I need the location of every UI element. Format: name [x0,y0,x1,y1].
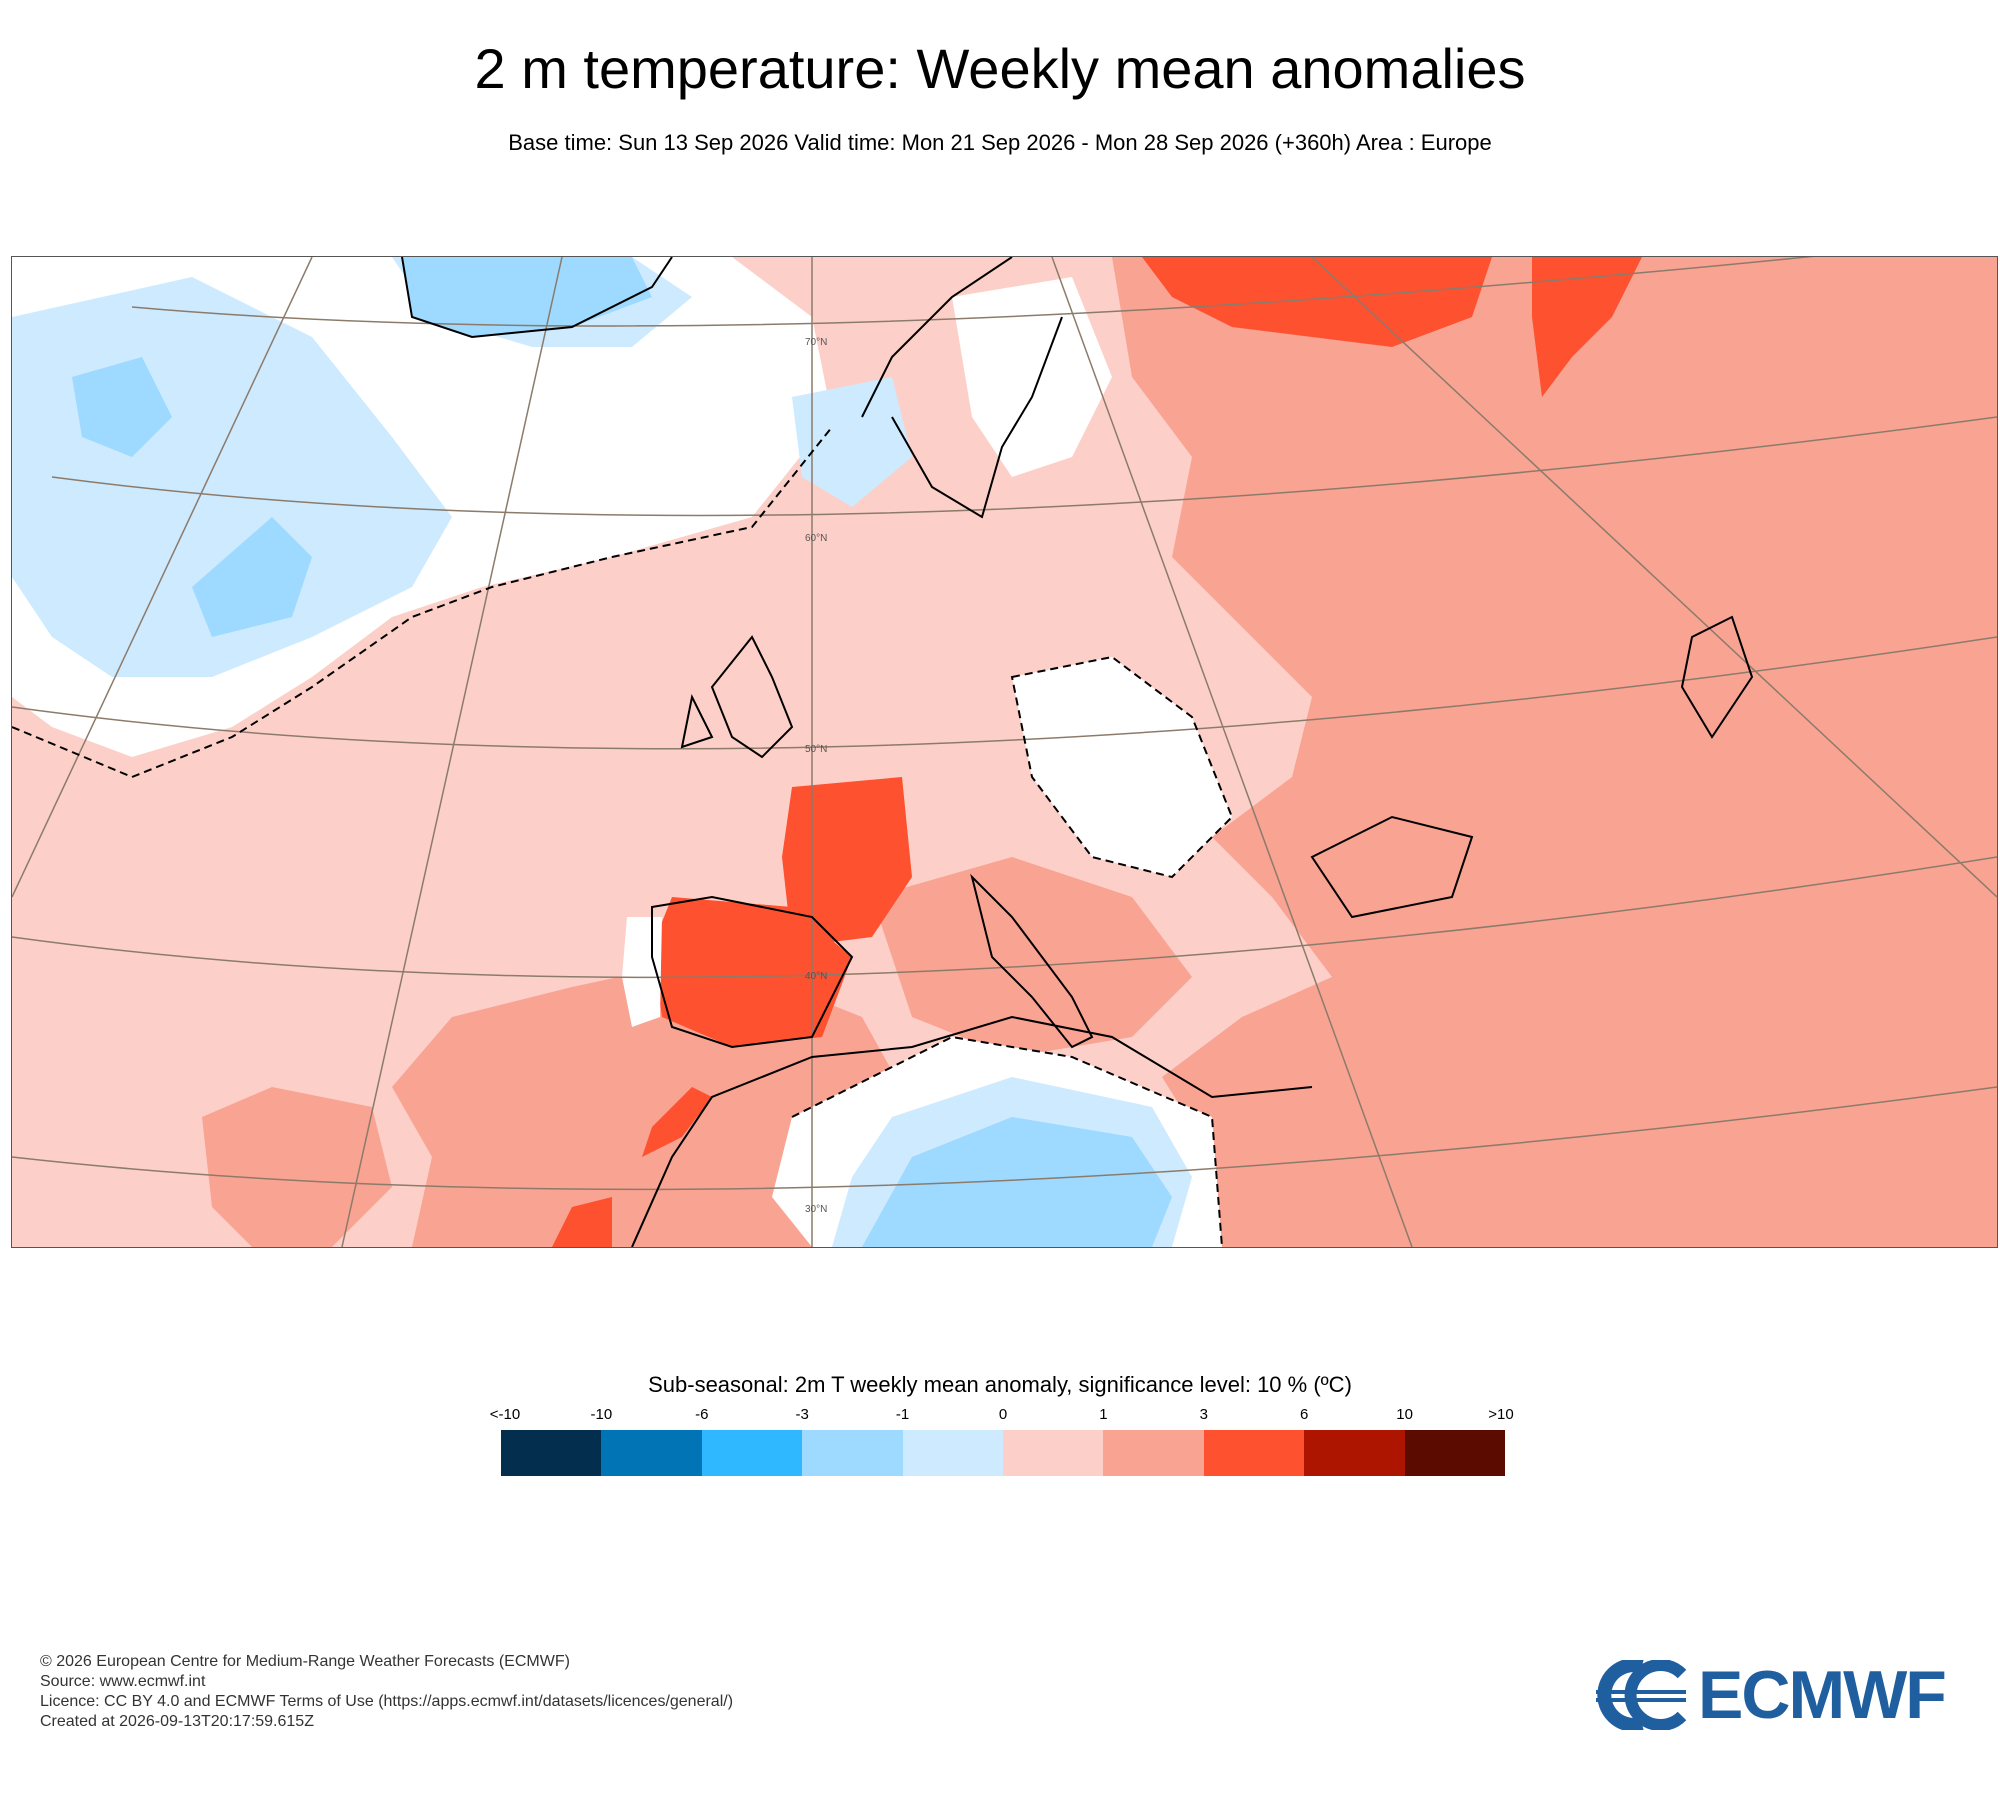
hot-zone-france [782,777,912,947]
legend-swatch-4 [902,1430,1003,1476]
coast-caspian [1680,615,1754,739]
chart-subtitle: Base time: Sun 13 Sep 2026 Valid time: M… [508,130,1492,155]
anomaly-map: 70°N 60°N 50°N 40°N 30°N [11,256,1998,1248]
insignificant-balkans [1012,657,1232,877]
chart-title: 2 m temperature: Weekly mean anomalies [474,37,1526,100]
ecmwf-logo: ECMWF [1592,1660,1972,1730]
legend-tick-7: 3 [1199,1406,1208,1423]
legend-tick-0: <-10 [489,1406,521,1423]
coast-iberia [651,895,854,1049]
cold-zone-baffin [72,357,172,457]
hot-zone-morocco [642,1087,712,1157]
legend-swatch-2 [701,1430,803,1476]
lat-label-50: 50°N [805,744,827,755]
legend-tick-5: 0 [998,1406,1008,1423]
insignificant-scandinavia [952,277,1112,477]
legend-swatch-7 [1203,1430,1305,1476]
legend-tick-4: -1 [895,1406,910,1423]
legend-swatch-5 [1003,1430,1104,1476]
footer-licence: Licence: CC BY 4.0 and ECMWF Terms of Us… [40,1693,734,1710]
cold-zone-mid-atlantic [192,517,312,637]
legend-tick-2: -6 [695,1406,709,1423]
legend-swatch-3 [802,1430,903,1476]
color-legend: <-10 -10 -6 -3 -1 0 1 3 6 10 >10 [490,1406,1514,1478]
hot-zone-sahara [552,1197,612,1247]
legend-tick-3: -3 [795,1406,809,1423]
footer-created: Created at 2026-09-13T20:17:59.615Z [40,1713,314,1730]
legend-title: Sub-seasonal: 2m T weekly mean anomaly, … [648,1372,1352,1397]
coast-scandinavia [861,257,1063,519]
coast-italy [970,873,1094,1049]
footer-credits: © 2026 European Centre for Medium-Range … [40,1652,733,1732]
legend-tick-8: 6 [1300,1406,1309,1423]
warm-zone-east [1112,257,1997,1247]
coast-greenland [401,257,673,339]
hot-zone-iberia [652,897,852,1047]
lat-label-40: 40°N [805,971,827,982]
lat-label-60: 60°N [805,533,827,544]
coastlines [401,257,1754,1247]
legend-swatch-1 [601,1430,702,1476]
footer-copyright: © 2026 European Centre for Medium-Range … [40,1653,570,1670]
lat-label-30: 30°N [805,1204,827,1215]
warm-zone-atlantic [202,1087,392,1247]
coast-north-africa [631,1015,1313,1247]
significance-contours [12,426,1234,1247]
legend-swatch-9 [1404,1430,1505,1476]
legend-swatch-0 [501,1430,602,1476]
warm-zone-central-europe [872,857,1192,1057]
legend-swatch-6 [1103,1430,1204,1476]
warm-zone-north-africa [1212,1077,1712,1247]
cold-zone-greenland [402,257,652,337]
cool-zone-norwegian-sea [792,377,912,507]
ecmwf-logo-text: ECMWF [1698,1657,1947,1733]
legend-tick-1: -10 [590,1406,613,1423]
map-canvas: 70°N 60°N 50°N 40°N 30°N [12,257,1997,1247]
graticule [12,257,1997,1247]
cold-zone-libya [862,1117,1172,1247]
hot-zone-ural [1532,257,1642,397]
footer-source: Source: www.ecmwf.int [40,1673,206,1690]
legend-swatch-8 [1304,1430,1405,1476]
coast-black-sea [1310,815,1474,919]
legend-tick-9: 10 [1396,1406,1413,1423]
lat-label-70: 70°N [805,337,827,348]
legend-tick-6: 1 [1099,1406,1108,1423]
hot-zone-arctic-russia [1142,257,1492,347]
coast-britain [680,635,794,759]
ecmwf-emblem-icon [1596,1660,1687,1730]
legend-tick-10: >10 [1488,1406,1514,1423]
